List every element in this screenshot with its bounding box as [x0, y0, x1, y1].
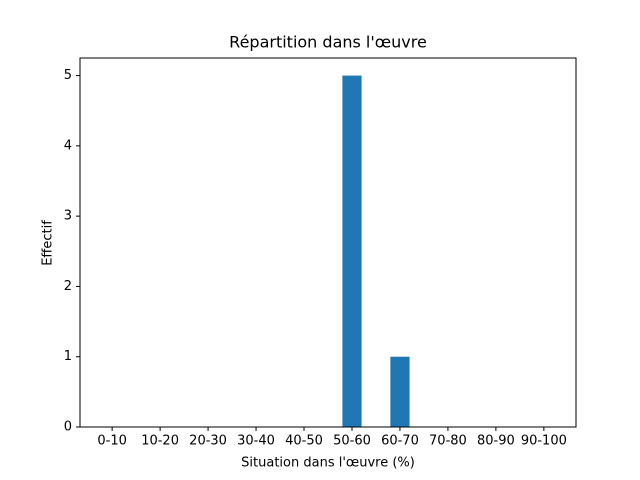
- x-tick-label: 60-70: [381, 434, 419, 449]
- bar: [342, 75, 362, 428]
- plot-frame: [79, 57, 577, 428]
- y-tick-label: 0: [64, 420, 72, 435]
- x-tick-label: 30-40: [237, 434, 275, 449]
- x-tick-label: 80-90: [477, 434, 515, 449]
- y-tick-label: 1: [64, 349, 72, 364]
- chart-title: Répartition dans l'œuvre: [229, 33, 427, 52]
- y-tick-label: 2: [64, 279, 72, 294]
- x-tick-label: 10-20: [141, 434, 179, 449]
- bar: [390, 356, 410, 427]
- y-tick-label: 3: [64, 209, 72, 224]
- y-tick-label: 4: [64, 138, 72, 153]
- x-tick-label: 20-30: [189, 434, 227, 449]
- x-tick-label: 50-60: [333, 434, 371, 449]
- x-tick-label: 70-80: [429, 434, 467, 449]
- x-tick-label: 90-100: [521, 434, 567, 449]
- x-axis-label: Situation dans l'œuvre (%): [241, 456, 415, 471]
- x-tick-label: 40-50: [285, 434, 323, 449]
- x-tick-label: 0-10: [97, 434, 127, 449]
- y-axis-label: Effectif: [41, 220, 56, 266]
- y-tick-label: 5: [64, 68, 72, 83]
